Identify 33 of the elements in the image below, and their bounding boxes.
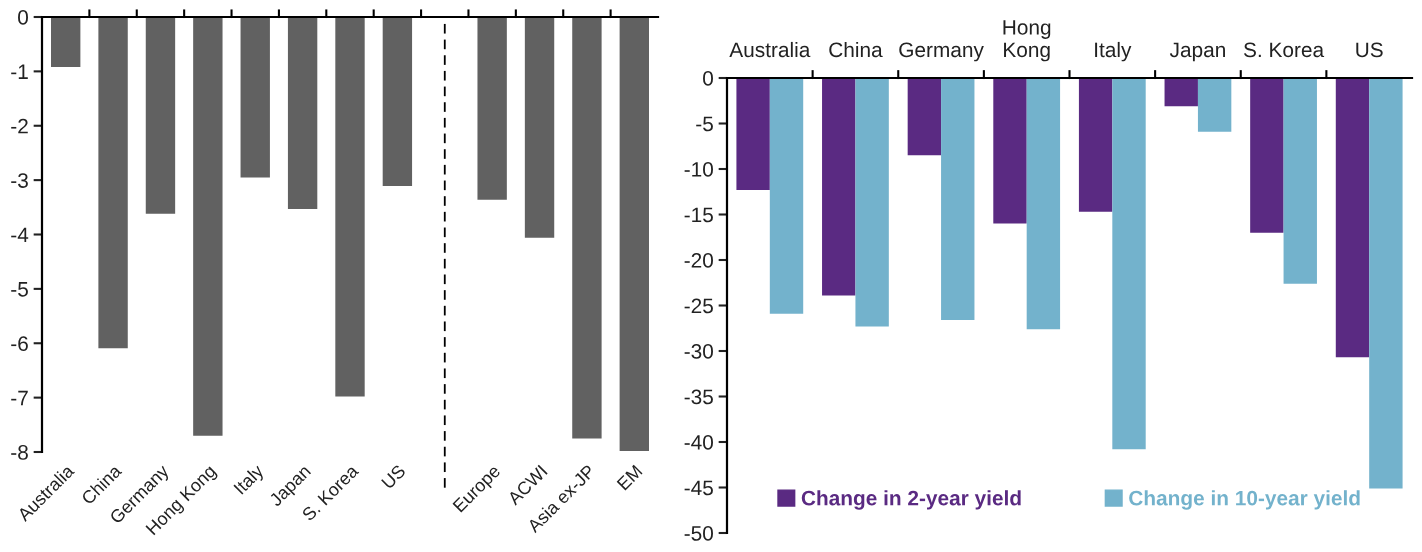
- y-tick-label: -1: [11, 64, 28, 79]
- x-tick-label: Germany: [899, 42, 984, 62]
- y-tick-label: -7: [11, 390, 28, 406]
- y-tick-label: -40: [684, 435, 713, 450]
- y-tick-label: -50: [684, 526, 713, 541]
- y-tick-label: -20: [684, 253, 713, 268]
- x-tick-label: Italy: [233, 463, 268, 498]
- y-tick-label: 0: [703, 71, 713, 86]
- y-tick-label: -5: [11, 282, 28, 297]
- x-tick-label: Hong Kong: [1003, 20, 1051, 62]
- x-tick-label: US: [380, 464, 407, 490]
- y-tick-label: -8: [11, 445, 28, 460]
- legend-label: Change in 10-year yield: [1129, 490, 1360, 510]
- y-tick-label: -15: [684, 207, 713, 223]
- y-tick-label: -3: [11, 173, 28, 188]
- x-tick-label: S. Korea: [1243, 42, 1325, 58]
- x-tick-label: Japan: [1169, 42, 1225, 62]
- y-tick-label: -4: [11, 227, 29, 243]
- x-tick-label: Australia: [729, 41, 811, 58]
- y-tick-label: -35: [684, 389, 713, 405]
- y-tick-label: -30: [684, 344, 713, 359]
- x-tick-label: US: [1356, 42, 1383, 58]
- x-tick-label: EM: [616, 464, 643, 491]
- y-tick-label: -45: [684, 480, 713, 496]
- y-tick-label: -10: [684, 162, 713, 177]
- y-tick-label: -2: [11, 118, 28, 134]
- x-tick-label: Italy: [1095, 41, 1132, 62]
- legend-label: Change in 2-year yield: [801, 490, 1021, 510]
- y-tick-label: -6: [11, 336, 28, 351]
- y-tick-label: -25: [684, 298, 713, 314]
- y-tick-label: -5: [696, 116, 713, 132]
- x-tick-label: China: [829, 41, 883, 58]
- y-tick-label: 0: [18, 10, 28, 25]
